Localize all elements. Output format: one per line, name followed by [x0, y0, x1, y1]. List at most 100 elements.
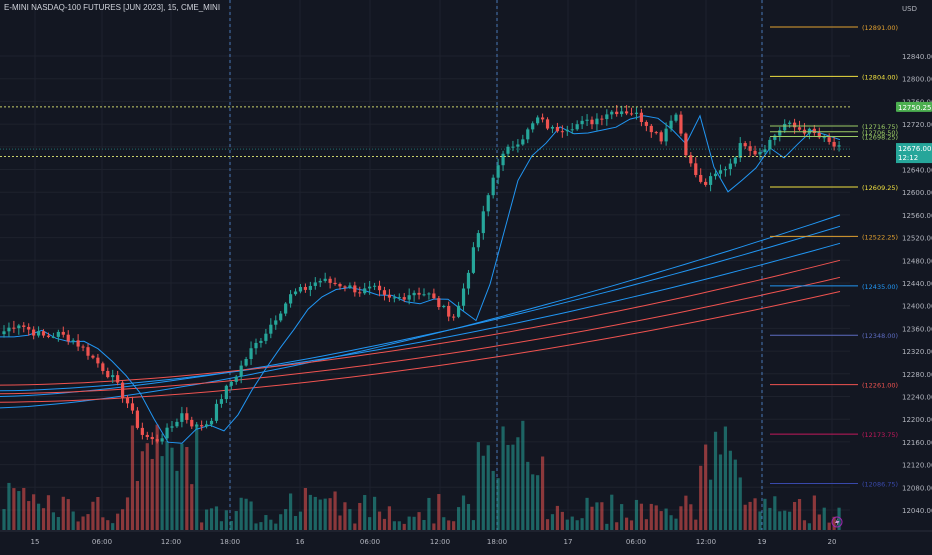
candle-body [580, 120, 584, 125]
candle-body [679, 114, 683, 134]
volume-bar [249, 501, 253, 530]
candle-body [348, 285, 352, 288]
volume-bar [704, 444, 708, 530]
volume-bar [501, 426, 505, 530]
volume-bar [506, 444, 510, 530]
candle-body [758, 152, 762, 155]
candle-body [585, 119, 589, 121]
candle-body [412, 292, 416, 296]
volume-bar [17, 491, 21, 530]
price-tick-label: 12480.00 [902, 257, 932, 265]
candle-body [674, 114, 678, 121]
volume-bar [600, 502, 604, 530]
volume-bar [71, 511, 75, 530]
volume-bar [570, 516, 574, 530]
volume-bar [293, 516, 298, 530]
candle-body [61, 331, 65, 335]
level-label: (12706.50) [862, 129, 898, 137]
volume-bar [234, 511, 238, 530]
volume-bar [180, 443, 184, 530]
volume-bar [595, 502, 599, 530]
price-tick-label: 12520.00 [902, 235, 932, 243]
candle-body [328, 278, 332, 283]
volume-bar [66, 499, 70, 530]
candle-body [195, 425, 199, 427]
volume-bar [61, 496, 65, 530]
time-tick-label: 12:00 [696, 538, 716, 546]
volume-bar [526, 461, 530, 530]
candle-body [560, 131, 564, 133]
candle-body [269, 324, 273, 334]
candle-body [649, 125, 653, 133]
candle-body [372, 285, 377, 287]
volume-bar [190, 484, 194, 530]
volume-bar [447, 520, 451, 530]
volume-bar [343, 502, 347, 530]
candle-body [125, 397, 130, 404]
candle-body [71, 340, 75, 342]
candle-body [713, 173, 718, 177]
volume-bar [654, 505, 658, 530]
time-axis[interactable]: 15 06:00 12:00 18:00 16 06:00 12:00 18:00 17 06:0… [0, 530, 932, 546]
time-tick-label: 20 [828, 538, 837, 546]
volume-bar [639, 503, 644, 530]
moving-average-line [0, 114, 841, 444]
candle-body [66, 334, 70, 342]
candle-body [684, 133, 688, 156]
candle-body [101, 363, 105, 371]
price-tick-label: 12200.00 [902, 416, 932, 424]
volume-bar [422, 519, 426, 530]
volume-bar [219, 521, 224, 530]
candle-body [12, 327, 16, 329]
current-price-box [896, 143, 932, 164]
volume-bar [101, 517, 105, 530]
volume-bar [200, 522, 204, 530]
volume-bar [669, 515, 673, 530]
candle-body [797, 127, 802, 130]
candle-body [130, 403, 135, 411]
price-tick-label: 12080.00 [902, 484, 932, 492]
level-label: (12716.75) [862, 123, 898, 131]
candle-body [274, 320, 278, 325]
level-label: (12522.25) [862, 233, 898, 241]
price-badge-top: 12750.25 [896, 101, 932, 112]
candle-body [461, 288, 466, 306]
price-badge-top-text: 12750.25 [898, 104, 931, 112]
candle-body [565, 129, 569, 132]
volume-bar [471, 520, 476, 530]
candle-body [313, 282, 317, 286]
price-tick-label: 12240.00 [902, 394, 932, 402]
volume-bar [521, 420, 525, 530]
volume-bar [125, 497, 130, 530]
time-tick-label: 18:00 [220, 538, 240, 546]
candle-body [204, 424, 209, 427]
candle-body [540, 117, 545, 120]
price-axis[interactable]: 12840.0012800.0012760.0012720.0012680.00… [902, 5, 932, 515]
volume-bar [397, 521, 401, 530]
currency-label: USD [902, 5, 917, 13]
volume-bar [758, 511, 762, 530]
price-tick-label: 12640.00 [902, 167, 932, 175]
price-tick-label: 12320.00 [902, 348, 932, 356]
moving-average-line [0, 291, 841, 403]
volume-bar [209, 508, 214, 530]
level-label: (12435.00) [862, 283, 898, 291]
volume-bar [96, 496, 100, 530]
volume-bar [36, 503, 41, 530]
candle-body [140, 427, 144, 435]
candle-body [32, 329, 36, 336]
volume-bar [644, 519, 648, 530]
candle-body [718, 170, 723, 174]
volume-bar [812, 495, 816, 530]
time-tick-label: 06:00 [92, 538, 112, 546]
candle-body [526, 129, 530, 140]
candle-body [41, 331, 46, 336]
volume-bar [7, 482, 11, 530]
moving-average-line [0, 259, 841, 386]
time-tick-label: 06:00 [360, 538, 380, 546]
lightning-bolt-icon[interactable] [831, 516, 843, 528]
volume-bar [822, 507, 826, 530]
price-tick-label: 12040.00 [902, 507, 932, 515]
